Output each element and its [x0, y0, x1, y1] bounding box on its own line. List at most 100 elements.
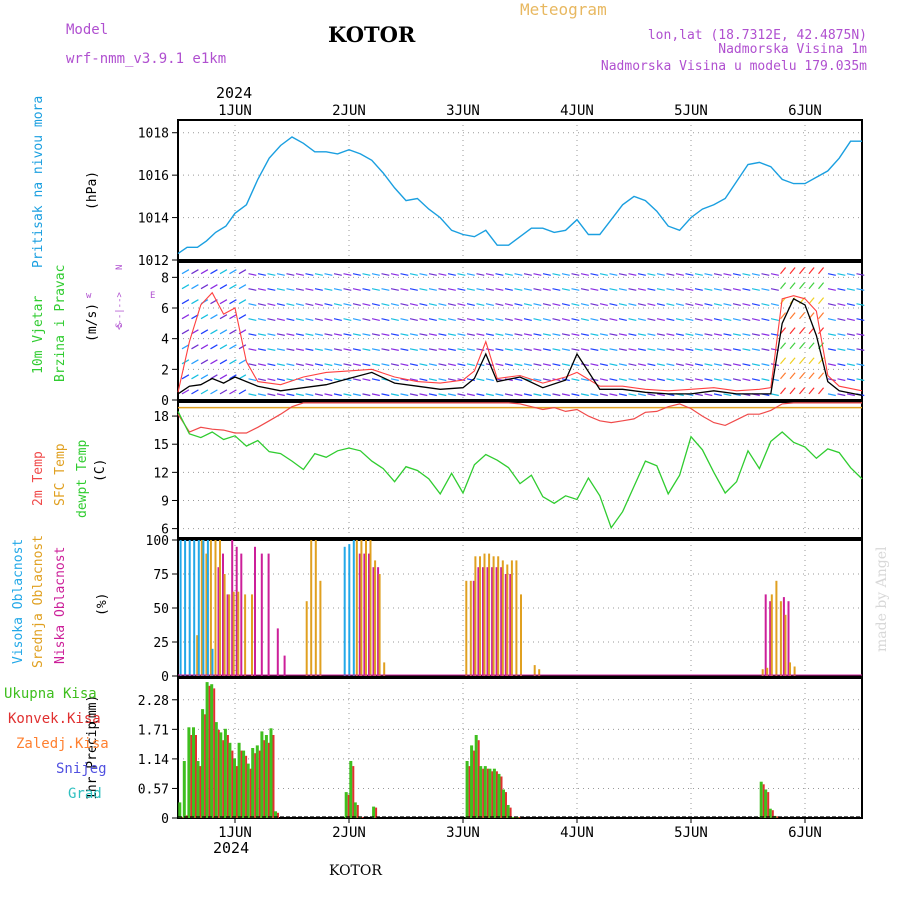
wind-barb	[200, 389, 209, 395]
wind-barb	[333, 363, 342, 367]
cloud-bar	[769, 601, 772, 676]
cloud-bar	[479, 556, 481, 676]
cloud-bar	[365, 540, 367, 676]
wind-barb	[409, 348, 418, 351]
precip-total-bar	[274, 811, 277, 818]
wind-barb	[286, 348, 295, 351]
cloud-bar	[504, 574, 507, 676]
wind-barb	[219, 299, 228, 305]
wind-barb	[276, 273, 285, 276]
wind-barb	[609, 288, 618, 291]
cloud-bar	[358, 553, 361, 676]
compass-south: S	[115, 323, 125, 328]
cloud-bar	[209, 540, 212, 676]
wind-barb	[514, 378, 523, 382]
wind-barb	[457, 393, 466, 397]
wind-barb	[419, 288, 428, 291]
wind-barb	[761, 318, 770, 321]
wind-barb	[371, 348, 380, 351]
precip-total-bar	[344, 792, 348, 818]
wind-barb	[732, 288, 741, 291]
wind-barb	[675, 378, 684, 382]
wind-barb	[704, 333, 713, 336]
precip-conv-bar	[199, 766, 202, 818]
wind-barb	[267, 363, 276, 367]
wind-barb	[371, 393, 380, 397]
wind-barb	[713, 363, 722, 367]
wind-barb	[305, 288, 314, 291]
wind-barb	[694, 333, 703, 336]
wind-barb	[818, 267, 825, 275]
wind-barb	[390, 318, 399, 321]
wind-barb	[837, 288, 846, 291]
wind-barb	[381, 348, 390, 351]
wind-barb	[533, 363, 542, 367]
temperature-ytick-label: 15	[153, 438, 169, 453]
wind-barb	[257, 348, 266, 351]
wind-barb	[267, 333, 276, 336]
wind-barb	[181, 284, 190, 290]
wind-barb	[694, 303, 703, 306]
wind-barb	[504, 348, 513, 351]
wind-barb	[381, 318, 390, 321]
wind-barb	[685, 273, 694, 276]
wind-barb	[381, 393, 390, 397]
wind-barb	[400, 363, 409, 367]
precip-conv-bar	[361, 817, 364, 818]
wind-barb	[210, 359, 218, 365]
wind-barb	[780, 387, 787, 395]
wind-barb	[666, 318, 675, 321]
compass-west: w	[86, 291, 92, 301]
wind-barb	[837, 348, 846, 351]
wind-barb	[343, 273, 352, 276]
precip-total-bar	[251, 748, 255, 818]
cloud-bar	[495, 567, 498, 676]
wind-barb	[609, 348, 618, 351]
2m-temp-line	[177, 402, 862, 434]
wind-barb	[295, 288, 304, 291]
cloud-bar	[377, 567, 380, 676]
wind-barb	[780, 312, 787, 320]
compass-north: N	[115, 265, 125, 270]
wind-barb	[647, 348, 656, 351]
wind-barb	[514, 288, 523, 291]
wind-barb	[599, 318, 608, 321]
wind-barb	[580, 303, 589, 306]
cloud-bar	[228, 594, 231, 676]
wind-barb	[457, 363, 466, 367]
pressure-ytick-label: 1014	[138, 212, 169, 227]
wind-barb	[409, 318, 418, 321]
precip-total-bar	[479, 766, 483, 818]
precip-conv-bar	[217, 729, 220, 818]
wind-barb	[305, 363, 314, 367]
temp-side-label-2: SFC Temp	[53, 443, 68, 506]
precip-conv-bar	[181, 817, 184, 818]
wind-barb	[314, 378, 323, 382]
wind-barb	[723, 318, 732, 321]
wind-barb	[333, 318, 342, 321]
wind-barb	[533, 333, 542, 336]
precip-panel: 0 0.57 1.14 1.71 2.28	[138, 677, 863, 827]
x-tick-label-top: 4JUN	[560, 103, 594, 119]
precip-conv-bar	[509, 807, 512, 818]
wind-barb	[210, 329, 218, 335]
wind-barb	[770, 318, 779, 321]
wind-barb	[704, 303, 713, 306]
wind-barb	[694, 378, 703, 382]
wind-barb	[466, 333, 475, 336]
wind-barb	[827, 288, 836, 291]
wind-barb	[248, 393, 257, 397]
wind-barb	[694, 348, 703, 351]
wind-unit: (m/s)	[85, 303, 100, 342]
wind-barb	[704, 273, 713, 276]
wind-barb	[276, 318, 285, 321]
wind-barb	[856, 288, 865, 291]
cloud-bar	[222, 553, 224, 676]
clouds-ytick-label: 75	[153, 568, 169, 583]
wind-barb	[305, 348, 314, 351]
precip-total-bar	[470, 745, 474, 818]
wind-barb	[609, 393, 618, 397]
wind-barb	[761, 303, 770, 306]
cloud-bar	[235, 546, 238, 676]
wind-barb	[409, 288, 418, 291]
